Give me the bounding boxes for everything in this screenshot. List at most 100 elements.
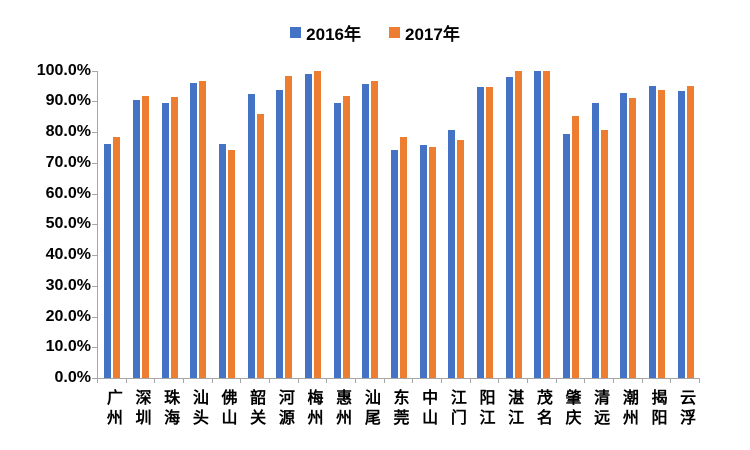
x-tick-mark xyxy=(355,379,356,383)
x-axis-label-广州: 广州 xyxy=(103,389,121,429)
x-axis-label-东莞: 东莞 xyxy=(390,389,408,429)
y-tick-label: 30.0% xyxy=(45,276,91,294)
y-tick-mark xyxy=(92,193,97,195)
bar-清远-2016年 xyxy=(591,103,599,378)
x-axis-label-中山: 中山 xyxy=(419,389,437,429)
x-axis-label-清远: 清远 xyxy=(591,389,609,429)
x-tick-mark xyxy=(527,379,528,383)
x-axis-label-惠州: 惠州 xyxy=(333,389,351,429)
bar-惠州-2016年 xyxy=(333,103,341,378)
x-tick-mark xyxy=(670,379,672,383)
x-axis-label-肇庆: 肇庆 xyxy=(562,389,580,429)
y-tick-label: 100.0% xyxy=(36,61,91,79)
bar-佛山-2017年 xyxy=(228,150,235,378)
legend-swatch-2016-icon xyxy=(290,27,302,38)
bar-汕尾-2016年 xyxy=(362,83,370,378)
bar-韶关-2016年 xyxy=(247,93,255,378)
y-tick-label: 0.0% xyxy=(54,369,91,386)
x-tick-mark xyxy=(383,379,385,383)
y-tick-label: 90.0% xyxy=(45,92,91,110)
bar-汕头-2017年 xyxy=(199,80,207,378)
bar-中山-2017年 xyxy=(428,147,436,378)
bar-梅州-2016年 xyxy=(305,73,312,378)
bar-江门-2017年 xyxy=(457,139,465,378)
bar-梅州-2017年 xyxy=(314,70,321,378)
y-tick-label: 70.0% xyxy=(45,153,91,171)
legend-item-2016: 2016年 xyxy=(290,20,361,45)
y-tick-mark xyxy=(92,347,97,349)
bar-揭阳-2016年 xyxy=(649,86,656,378)
y-tick-label: 20.0% xyxy=(45,307,91,325)
bar-阳江-2017年 xyxy=(486,87,493,378)
bar-潮州-2016年 xyxy=(620,93,628,378)
x-tick-mark xyxy=(613,379,614,383)
x-axis-label-韶关: 韶关 xyxy=(247,389,265,429)
bar-河源-2017年 xyxy=(285,76,293,378)
bar-中山-2016年 xyxy=(419,144,427,378)
y-tick-mark xyxy=(92,70,97,72)
y-tick-mark xyxy=(92,316,97,318)
x-tick-mark xyxy=(183,379,184,383)
bar-湛江-2016年 xyxy=(505,77,513,378)
x-tick-mark xyxy=(211,379,213,383)
bar-云浮-2017年 xyxy=(686,86,694,378)
bar-汕尾-2017年 xyxy=(371,80,379,378)
x-axis-label-河源: 河源 xyxy=(275,389,293,429)
x-axis-label-梅州: 梅州 xyxy=(304,389,322,429)
y-tick-label: 50.0% xyxy=(45,215,91,233)
bar-揭阳-2017年 xyxy=(658,90,665,378)
bar-汕头-2016年 xyxy=(190,83,198,378)
bar-广州-2016年 xyxy=(104,144,112,378)
bar-湛江-2017年 xyxy=(514,70,522,378)
x-tick-mark xyxy=(97,379,98,383)
x-tick-mark xyxy=(699,379,700,383)
x-tick-mark xyxy=(326,379,328,383)
x-tick-mark xyxy=(498,379,500,383)
bar-肇庆-2017年 xyxy=(572,116,579,378)
x-axis-label-深圳: 深圳 xyxy=(132,389,150,429)
x-tick-mark xyxy=(154,379,156,383)
y-tick-label: 60.0% xyxy=(45,184,91,202)
x-axis-label-汕尾: 汕尾 xyxy=(361,389,379,429)
x-axis-label-佛山: 佛山 xyxy=(218,389,236,429)
legend-label-2016: 2016年 xyxy=(306,25,361,44)
x-axis-label-揭阳: 揭阳 xyxy=(648,389,666,429)
bar-东莞-2016年 xyxy=(391,149,398,378)
y-tick-label: 10.0% xyxy=(45,338,91,356)
y-tick-mark xyxy=(92,132,97,133)
bar-广州-2017年 xyxy=(113,136,121,378)
x-axis-label-云浮: 云浮 xyxy=(677,389,695,429)
bar-河源-2016年 xyxy=(276,90,284,378)
x-axis-label-湛江: 湛江 xyxy=(505,389,523,429)
x-tick-mark xyxy=(412,379,414,383)
legend-swatch-2017-icon xyxy=(389,27,400,38)
bar-肇庆-2016年 xyxy=(563,133,570,378)
bar-江门-2016年 xyxy=(448,129,456,378)
y-tick-mark xyxy=(92,162,97,164)
x-axis xyxy=(97,378,700,379)
y-tick-mark xyxy=(92,378,97,379)
y-tick-label: 40.0% xyxy=(45,246,91,263)
bar-茂名-2017年 xyxy=(543,70,551,378)
chart-legend: 2016年 2017年 xyxy=(0,20,750,45)
x-axis-label-江门: 江门 xyxy=(447,389,465,429)
legend-label-2017: 2017年 xyxy=(405,25,460,44)
y-tick-mark xyxy=(92,224,97,226)
legend-item-2017: 2017年 xyxy=(389,20,460,45)
x-tick-mark xyxy=(269,379,270,383)
y-tick-mark xyxy=(92,101,97,103)
bar-潮州-2017年 xyxy=(629,97,637,378)
x-tick-mark xyxy=(297,379,299,383)
x-axis-label-阳江: 阳江 xyxy=(476,389,494,429)
x-tick-mark xyxy=(584,379,586,383)
bar-惠州-2017年 xyxy=(342,96,350,378)
bar-茂名-2016年 xyxy=(534,70,542,378)
x-axis-label-茂名: 茂名 xyxy=(533,389,551,429)
y-tick-mark xyxy=(92,255,97,256)
bar-东莞-2017年 xyxy=(400,137,407,378)
bar-佛山-2016年 xyxy=(219,143,226,378)
x-tick-mark xyxy=(441,379,442,383)
x-tick-mark xyxy=(555,379,557,383)
bar-珠海-2016年 xyxy=(161,103,169,378)
